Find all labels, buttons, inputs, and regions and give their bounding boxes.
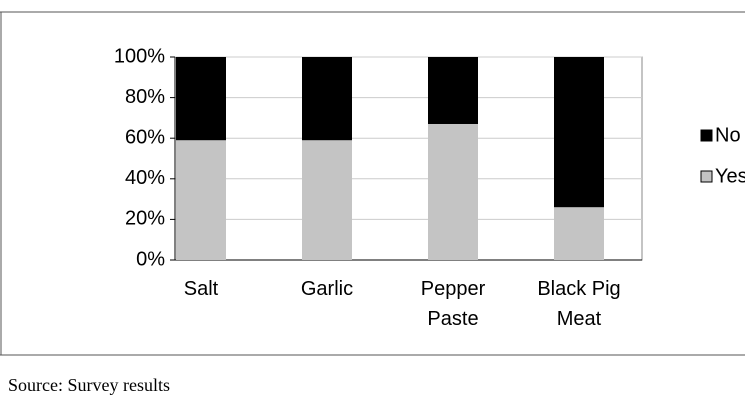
bar-segment <box>302 57 352 141</box>
y-tick-label: 0% <box>136 248 165 270</box>
source-note: Source: Survey results <box>8 375 170 395</box>
bar-segment <box>554 207 604 260</box>
bar-segment <box>302 140 352 260</box>
y-tick-label: 100% <box>114 45 165 67</box>
bar-segment <box>428 123 478 261</box>
legend-label: Yes <box>715 165 745 187</box>
bar-segment <box>176 57 226 141</box>
legend-swatch <box>700 129 713 142</box>
bar-segment <box>428 57 478 124</box>
x-tick-label: Pepper Paste <box>421 278 486 330</box>
x-tick-line: Paste <box>427 308 478 330</box>
x-tick-label: Black Pig Meat <box>537 278 620 330</box>
y-tick-label: 60% <box>125 126 165 148</box>
bar-segment <box>554 57 604 208</box>
x-tick-line: Salt <box>184 278 219 300</box>
y-tick-label: 20% <box>125 208 165 230</box>
legend-swatch <box>700 170 713 183</box>
x-tick-line: Meat <box>557 308 602 330</box>
y-tick-label: 80% <box>125 86 165 108</box>
x-tick-label: Salt <box>184 278 219 300</box>
x-tick-line: Pepper <box>421 278 486 300</box>
x-tick-line: Garlic <box>301 278 353 300</box>
legend-label: No <box>715 124 741 146</box>
x-tick-line: Black Pig <box>537 278 620 300</box>
bar-segment <box>176 140 226 260</box>
x-tick-label: Garlic <box>301 278 353 300</box>
y-tick-label: 40% <box>125 167 165 189</box>
